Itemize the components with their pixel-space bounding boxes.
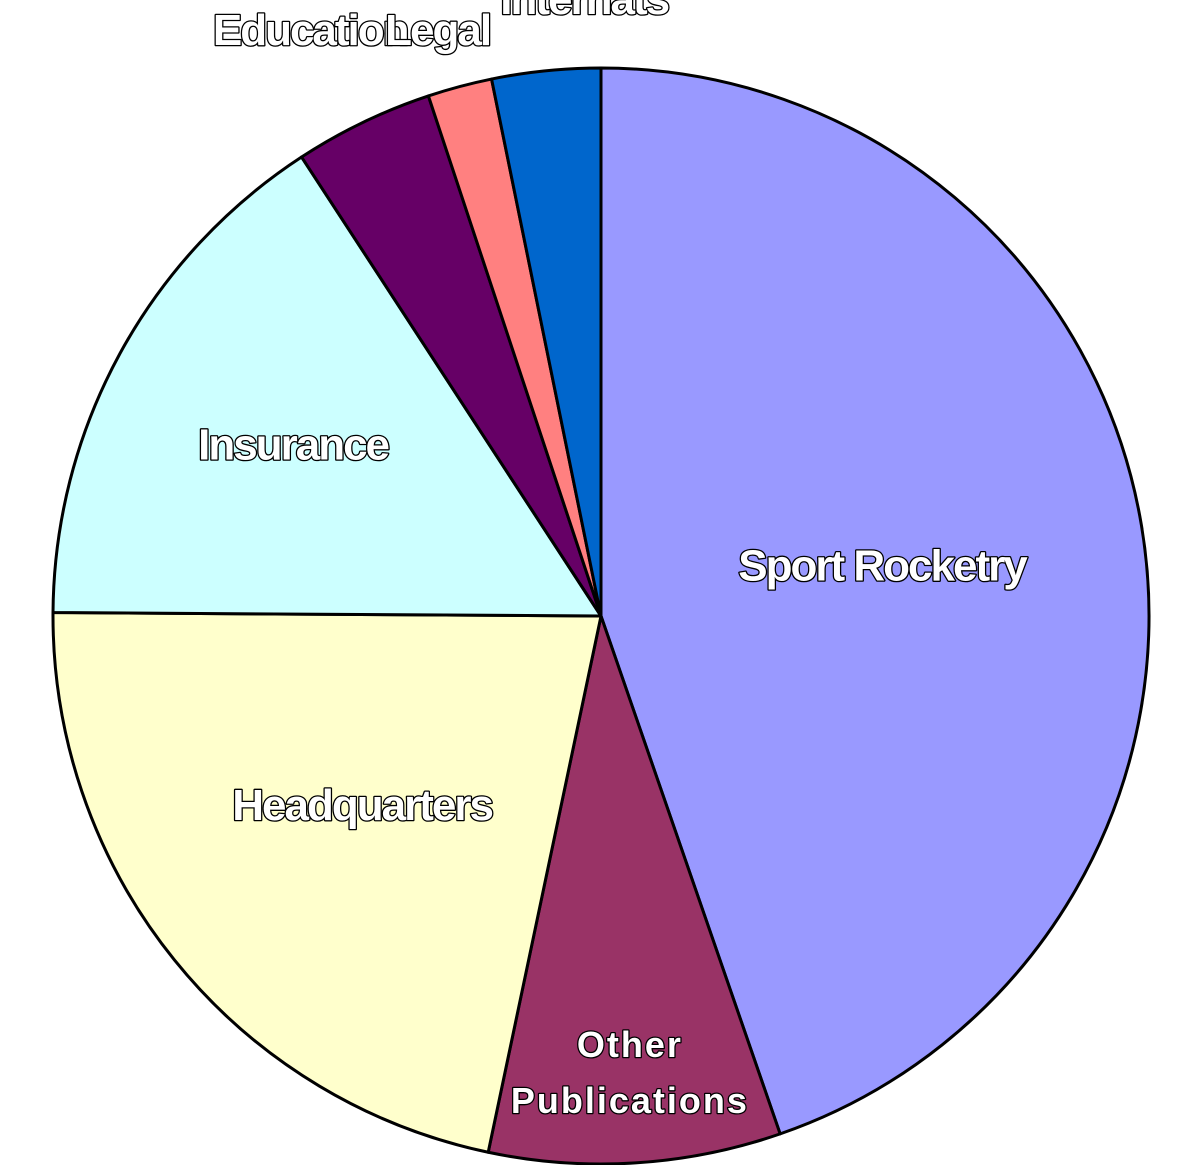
- pie-slice-internats: [490, 66, 603, 618]
- pie-label-sport-rocketry: Sport Rocketry: [738, 541, 1028, 590]
- pie-slice-insurance: [51, 155, 603, 618]
- pie-label-education: Education: [213, 6, 408, 55]
- pie-slices: [51, 66, 1151, 1165]
- pie-label-other-publications-line-2: Publications: [511, 1080, 749, 1121]
- pie-labels: Sport Rocketry Other Publications Headquart…: [197, 0, 1032, 1122]
- pie-slice-other-publications: [486, 614, 782, 1165]
- pie-slice-sport-rocketry: [599, 66, 1151, 1136]
- pie-label-internats: Internats: [500, 0, 668, 24]
- pie-label-other-publications-line-1: Other: [577, 1024, 683, 1065]
- pie-label-legal: Legal: [385, 6, 490, 55]
- pie-label-insurance: Insurance: [198, 421, 388, 470]
- pie-slice-headquarters: [51, 611, 603, 1154]
- pie-label-headquarters: Headquarters: [232, 781, 492, 830]
